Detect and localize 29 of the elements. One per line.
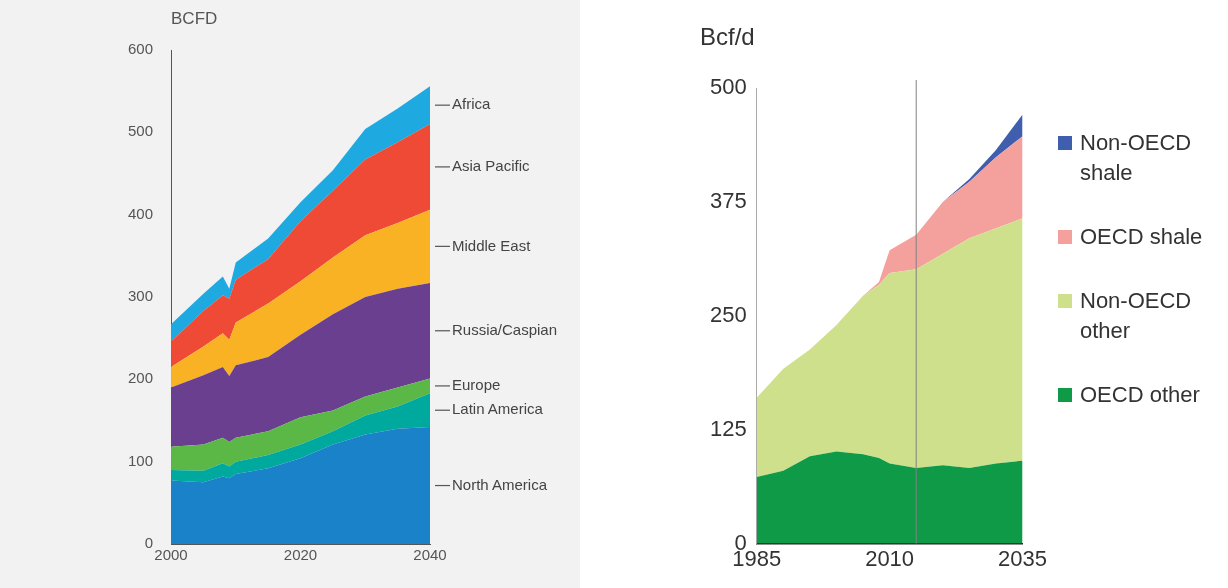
legend-label: Non-OECD other [1080,287,1193,345]
y-tick-label: 600 [128,40,154,58]
series-label: Russia/Caspian [452,320,558,338]
y-tick-label: 250 [709,301,747,327]
x-tick-label: 2035 [998,545,1048,571]
series-label: Africa [452,95,491,113]
y-axis-title: BCFD [171,9,218,29]
y-tick-label: 500 [709,74,747,100]
legend-label: Non-OECD shale [1080,129,1193,187]
x-tick-label: 2020 [283,546,318,564]
legend-label: OECD shale [1080,223,1203,251]
series-label: Latin America [452,400,544,418]
series-label: Europe [452,376,501,394]
legend-label: OECD other [1080,381,1200,409]
y-tick-label: 300 [128,287,154,305]
series-label: North America [452,475,548,493]
y-tick-label: 100 [128,451,154,469]
y-tick-label: 500 [128,122,154,140]
y-tick-label: 400 [128,204,154,222]
series-label: Middle East [452,236,532,254]
y-tick-label: 375 [709,187,747,213]
y-tick-label: 0 [144,534,154,552]
y-tick-label: 125 [709,415,747,441]
y-axis-title: Bcf/d [700,22,755,50]
x-tick-label: 2040 [413,546,447,564]
x-tick-label: 2000 [154,546,188,564]
series-label: Asia Pacific [452,157,531,175]
y-tick-label: 200 [128,369,154,387]
x-tick-label: 2010 [865,545,915,571]
